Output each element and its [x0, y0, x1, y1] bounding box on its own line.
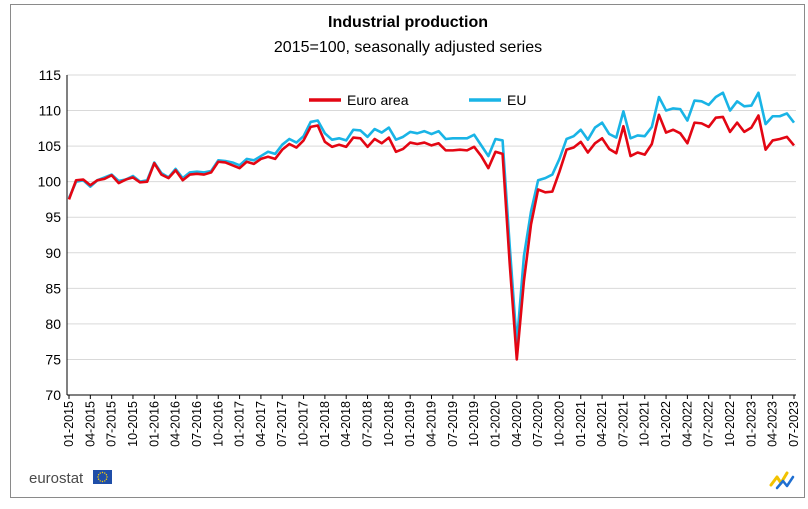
chart-frame: Industrial production 2015=100, seasonal… [10, 4, 805, 498]
x-tick-label: 04-2017 [254, 401, 268, 447]
x-tick-label: 01-2021 [574, 401, 588, 447]
x-tick-label: 01-2018 [318, 401, 332, 447]
x-tick-label: 04-2021 [595, 401, 609, 447]
flag-star [99, 480, 101, 482]
x-tick-label: 04-2023 [766, 401, 780, 447]
x-tick-label: 10-2022 [723, 401, 737, 447]
eurostat-logo: eurostat [29, 470, 112, 487]
x-tick-label: 10-2017 [297, 401, 311, 447]
y-tick-label: 80 [45, 316, 61, 332]
x-tick-label: 01-2015 [62, 401, 76, 447]
x-tick-label: 07-2020 [531, 401, 545, 447]
y-tick-label: 75 [45, 351, 61, 367]
x-tick-label: 07-2018 [361, 401, 375, 447]
chart-title: Industrial production [328, 14, 488, 31]
x-tick-label: 01-2016 [147, 401, 161, 447]
flag-star [97, 478, 100, 480]
flag-star [101, 471, 104, 474]
chart-subtitle: 2015=100, seasonally adjusted series [274, 39, 542, 56]
flag-star [104, 472, 106, 474]
x-tick-label: 04-2020 [510, 401, 524, 447]
gridlines [67, 74, 796, 396]
y-tick-label: 70 [45, 387, 61, 403]
x-tick-label: 01-2022 [659, 401, 673, 447]
x-tick-label: 07-2019 [446, 401, 460, 447]
y-tick-label: 85 [45, 280, 61, 296]
x-tick-label: 10-2015 [126, 401, 140, 447]
eurostat-swoosh-icon [769, 471, 795, 490]
eurostat-wordmark: eurostat [29, 470, 84, 487]
x-tick-label: 10-2021 [638, 401, 652, 447]
flag-star [104, 480, 106, 482]
y-tick-labels: 70 75 80 85 90 95 100 105 110 115 [38, 67, 62, 403]
x-tick-label: 01-2019 [403, 401, 417, 447]
y-tick-label: 110 [39, 103, 62, 119]
x-tick-label: 10-2016 [211, 401, 225, 447]
swoosh-yellow-stroke [769, 471, 789, 487]
x-tick-label: 04-2019 [425, 401, 439, 447]
x-tick-label: 07-2023 [787, 401, 801, 447]
flag-star [105, 474, 108, 476]
series-line-eu [67, 91, 796, 346]
x-tick-label: 01-2017 [233, 401, 247, 447]
series-line-euro-area [67, 113, 795, 361]
flag-star [101, 480, 104, 483]
flag-star [105, 478, 108, 480]
x-tick-label: 10-2018 [382, 401, 396, 447]
legend: Euro area EU [309, 92, 526, 108]
axes [66, 75, 796, 396]
legend-label-euro-area: Euro area [347, 92, 409, 108]
x-tick-label: 04-2016 [169, 401, 183, 447]
x-tick-label: 07-2016 [190, 401, 204, 447]
series-lines [67, 91, 796, 361]
y-tick-label: 95 [45, 209, 61, 225]
line-chart: Industrial production 2015=100, seasonal… [29, 14, 801, 490]
legend-label-eu: EU [507, 92, 526, 108]
x-tick-label: 01-2023 [744, 401, 758, 447]
x-tick-label: 07-2017 [275, 401, 289, 447]
flag-star [99, 472, 101, 474]
y-tick-label: 115 [39, 67, 62, 83]
x-tick-label: 10-2019 [467, 401, 481, 447]
x-tick-label: 10-2020 [552, 401, 566, 447]
y-tick-label: 90 [45, 245, 61, 261]
x-tick-label: 04-2022 [680, 401, 694, 447]
swoosh-blue-stroke [775, 475, 795, 490]
x-tick-label: 07-2021 [616, 401, 630, 447]
eu-flag-icon [93, 470, 112, 484]
x-tick-label: 01-2020 [488, 401, 502, 447]
x-tick-label: 07-2022 [702, 401, 716, 447]
x-tick-label: 04-2018 [339, 401, 353, 447]
x-tick-label: 04-2015 [83, 401, 97, 447]
y-tick-label: 105 [38, 138, 62, 154]
x-tick-labels: 01-2015 04-2015 07-2015 10-2015 01-2016 04-20… [62, 395, 801, 447]
y-tick-label: 100 [38, 174, 62, 190]
eu-flag-stars [97, 471, 108, 483]
flag-star [106, 476, 108, 478]
flag-star [97, 474, 100, 476]
flag-star [97, 476, 99, 478]
x-tick-label: 07-2015 [105, 401, 119, 447]
